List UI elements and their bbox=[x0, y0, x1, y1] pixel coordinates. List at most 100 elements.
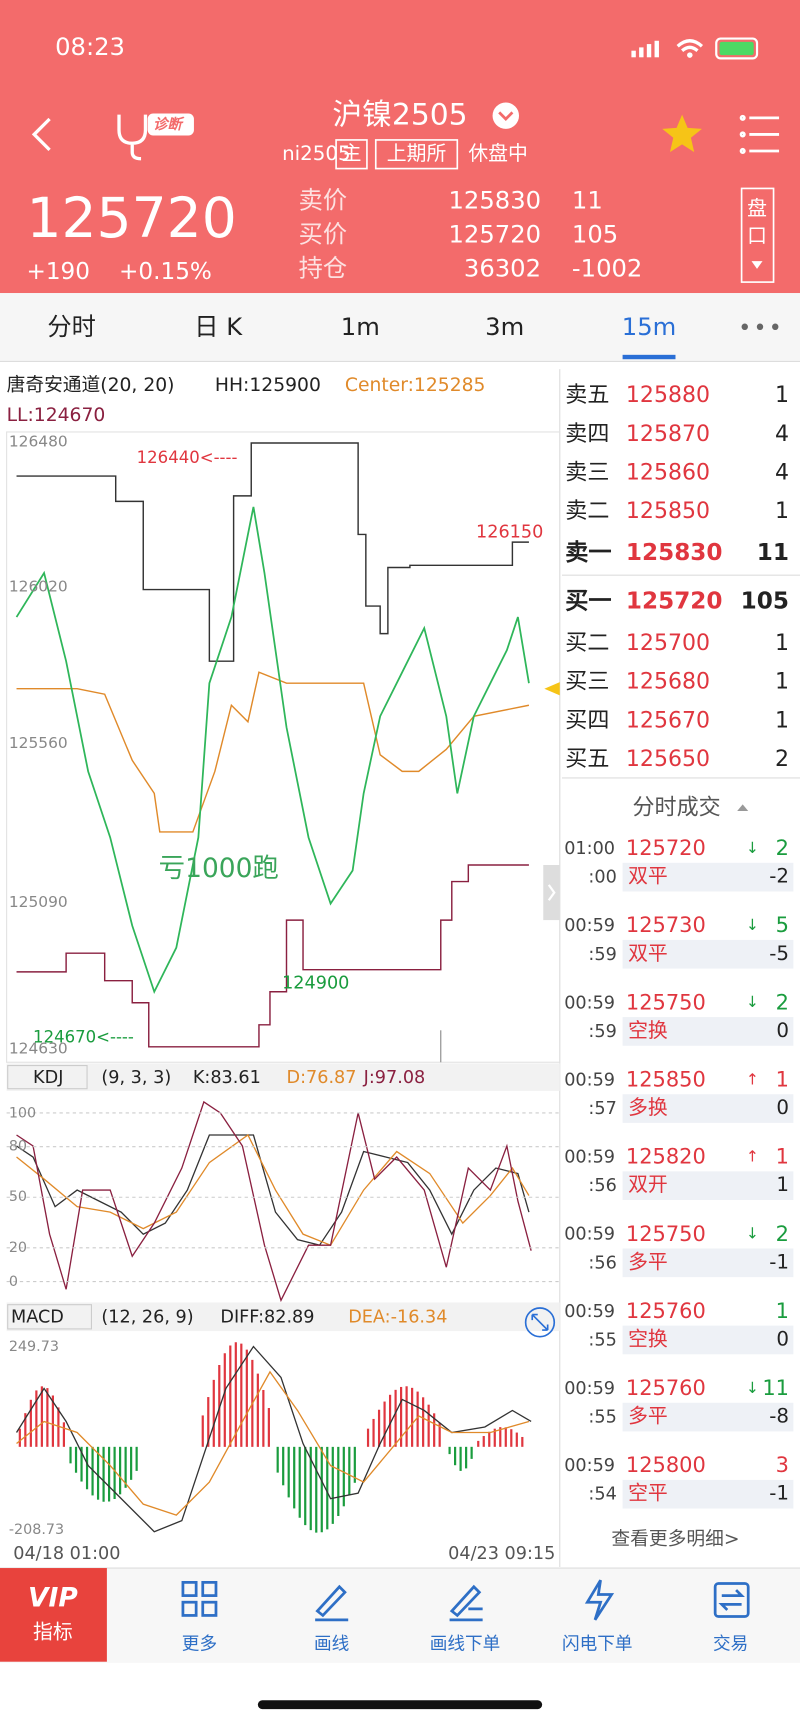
side-button-arrow bbox=[751, 261, 763, 269]
macd-dea-decor bbox=[16, 1370, 530, 1516]
back-button[interactable] bbox=[31, 117, 51, 152]
book-label: 买二 bbox=[565, 629, 610, 656]
indicator-name: 唐奇安通道(20, 20) bbox=[6, 374, 175, 397]
trade-kind: 空平 bbox=[628, 1482, 668, 1506]
period-tab[interactable]: 3m bbox=[485, 314, 525, 342]
last-price: 125720 bbox=[26, 186, 237, 251]
title-dropdown[interactable] bbox=[492, 102, 520, 129]
price-axis-label: 124630 bbox=[8, 1040, 68, 1058]
book-label: 卖二 bbox=[565, 496, 610, 524]
menu-icon[interactable] bbox=[739, 114, 780, 154]
quote-label: 持仓 bbox=[298, 255, 348, 284]
trade-detail-bg bbox=[622, 1094, 794, 1123]
trade-price: 125800 bbox=[625, 1452, 706, 1478]
trade-direction: ↓ bbox=[746, 916, 759, 935]
favorite-star[interactable] bbox=[662, 114, 702, 153]
tabs-bg bbox=[0, 293, 800, 362]
trades-toggle[interactable] bbox=[737, 804, 749, 812]
macd-name-box bbox=[7, 1304, 93, 1330]
trade-qty: 1 bbox=[775, 1298, 789, 1323]
book-label: 卖三 bbox=[565, 458, 610, 485]
period-tab[interactable]: 分时 bbox=[47, 314, 96, 342]
book-label: 买三 bbox=[565, 667, 610, 695]
kdj-k: K:83.61 bbox=[192, 1066, 261, 1088]
vip-button[interactable] bbox=[0, 1568, 107, 1662]
period-tab[interactable]: 15m bbox=[621, 314, 677, 342]
trade-kind: 双开 bbox=[628, 1173, 668, 1197]
more-tabs[interactable]: ••• bbox=[738, 314, 784, 341]
trade-change: -1 bbox=[769, 1482, 789, 1506]
diagnose-icon[interactable] bbox=[117, 114, 148, 161]
toolbar-item[interactable]: 闪电下单 bbox=[561, 1633, 633, 1654]
side-button-box[interactable] bbox=[740, 187, 775, 283]
toolbar-item[interactable]: 更多 bbox=[181, 1633, 218, 1654]
period-tab[interactable]: 日 K bbox=[194, 314, 243, 342]
macd-histogram-decor bbox=[18, 1342, 524, 1533]
book-label: 卖四 bbox=[565, 419, 610, 447]
instrument-code: ni2505 bbox=[282, 142, 351, 166]
diagnose-label: 诊断 bbox=[153, 116, 182, 133]
trade-seconds: :59 bbox=[588, 1020, 617, 1042]
home-indicator bbox=[257, 1700, 543, 1710]
trade-qty: 11 bbox=[762, 1375, 789, 1401]
trade-time: 00:59 bbox=[564, 1454, 615, 1476]
tag-box bbox=[335, 139, 368, 170]
book-price: 125860 bbox=[625, 458, 711, 485]
trade-qty: 2 bbox=[775, 990, 789, 1015]
trades-title: 分时成交 bbox=[632, 793, 721, 820]
wifi-dot bbox=[687, 52, 693, 58]
toolbar-item[interactable]: 画线 bbox=[314, 1633, 350, 1654]
annotation: 124900 bbox=[282, 971, 350, 993]
trade-detail-bg bbox=[622, 1017, 794, 1046]
trade-change: -1 bbox=[769, 1250, 789, 1274]
macd-tick-label: 249.73 bbox=[8, 1338, 59, 1355]
trade-direction: ↑ bbox=[746, 1071, 759, 1089]
trade-detail-bg bbox=[622, 939, 794, 969]
trade-seconds: :00 bbox=[588, 866, 617, 888]
trade-seconds: :55 bbox=[588, 1328, 617, 1350]
center-line-decor bbox=[16, 671, 530, 833]
side-button-label[interactable]: 口 bbox=[747, 224, 767, 248]
quote-label: 买价 bbox=[298, 221, 348, 250]
price-change-pct: +0.15% bbox=[119, 257, 212, 284]
quote-price: 125720 bbox=[448, 221, 542, 250]
kdj-header-bg bbox=[6, 1063, 560, 1091]
trade-seconds: :56 bbox=[588, 1174, 617, 1196]
side-button-label[interactable]: 盘 bbox=[747, 197, 767, 221]
expand-button[interactable] bbox=[524, 1307, 556, 1338]
last-price-marker bbox=[544, 682, 560, 696]
book-price: 125850 bbox=[625, 496, 711, 524]
tag: 上期所 bbox=[386, 142, 447, 166]
quote-qty: -1002 bbox=[571, 255, 643, 284]
macd-name: MACD bbox=[11, 1305, 64, 1327]
trade-seconds: :56 bbox=[588, 1251, 617, 1273]
book-price: 125720 bbox=[625, 586, 723, 614]
trade-seconds: :59 bbox=[588, 943, 617, 965]
kdj-name-box bbox=[7, 1065, 88, 1090]
book-price: 125670 bbox=[625, 706, 711, 733]
toolbar-item[interactable]: 画线下单 bbox=[429, 1633, 501, 1654]
trade-time: 00:59 bbox=[564, 1068, 615, 1090]
trade-time: 00:59 bbox=[564, 1223, 615, 1245]
more-details[interactable]: 查看更多明细> bbox=[611, 1527, 740, 1550]
toolbar-item[interactable]: 交易 bbox=[712, 1633, 749, 1654]
kdj-j-decor bbox=[16, 1100, 532, 1303]
book-qty: 1 bbox=[774, 629, 789, 656]
wifi-icon bbox=[676, 39, 704, 52]
trade-time: 00:59 bbox=[564, 1377, 615, 1399]
period-tab[interactable]: 1m bbox=[340, 314, 380, 342]
trade-change: 0 bbox=[776, 1327, 789, 1351]
macd-tick-label: -208.73 bbox=[8, 1521, 65, 1538]
annotation: 126440<---- bbox=[136, 446, 238, 467]
trade-kind: 双平 bbox=[628, 865, 668, 889]
instrument-title: 沪镍2505 bbox=[332, 97, 468, 132]
trade-change: 0 bbox=[776, 1019, 789, 1043]
kdj-tick-label: 100 bbox=[8, 1104, 37, 1122]
book-label: 卖五 bbox=[565, 381, 610, 408]
vip-sublabel[interactable]: 指标 bbox=[33, 1620, 73, 1645]
side-handle[interactable] bbox=[543, 865, 560, 921]
book-qty: 4 bbox=[774, 458, 789, 485]
battery-level bbox=[719, 41, 754, 56]
vip-label[interactable]: VIP bbox=[28, 1582, 78, 1614]
